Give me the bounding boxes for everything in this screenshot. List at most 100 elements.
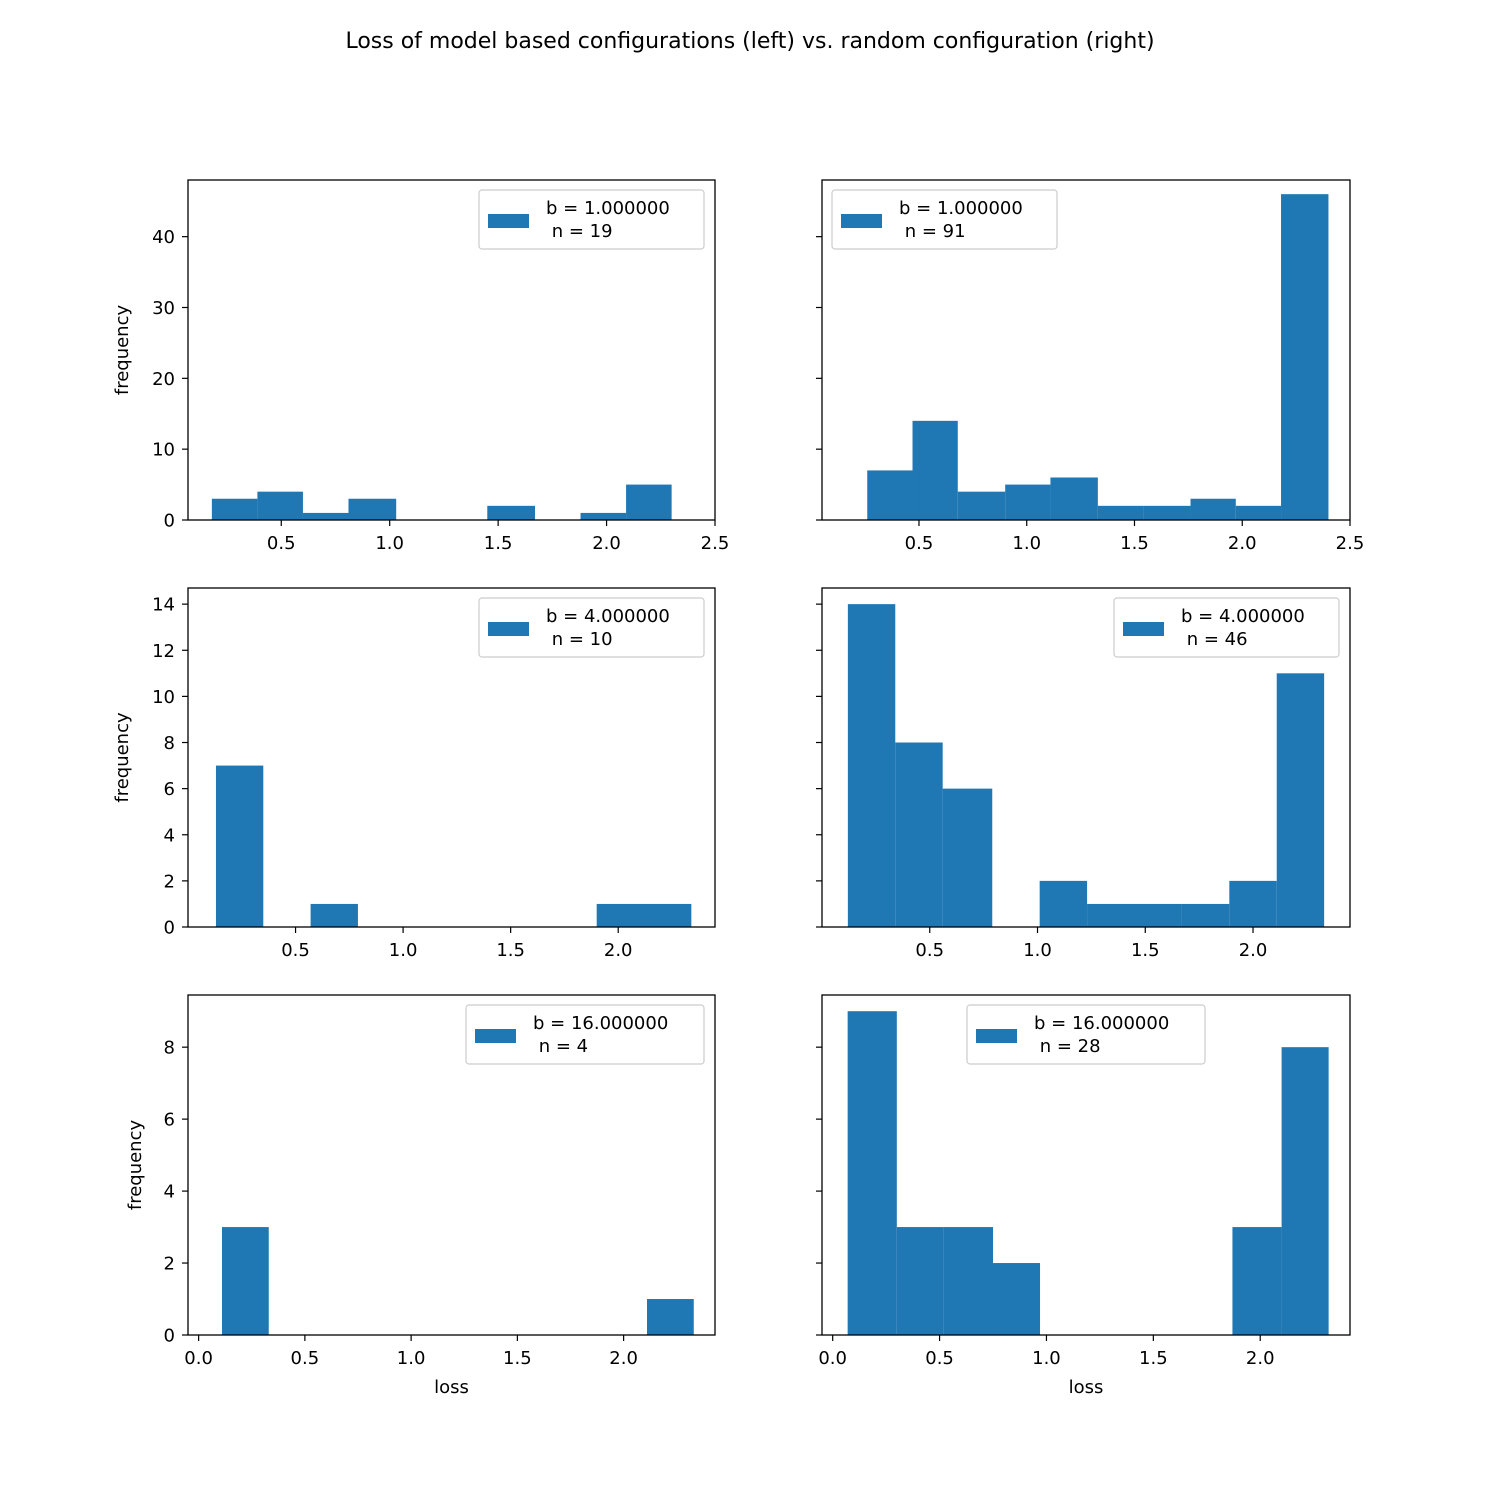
x-tick-label: 0.5	[905, 533, 934, 554]
x-tick-label: 1.5	[496, 940, 525, 961]
x-tick-label: 2.5	[1336, 533, 1365, 554]
y-tick-label: 0	[164, 511, 175, 532]
histogram-bar	[1134, 903, 1182, 927]
legend-label-line1: b = 1.000000	[546, 198, 670, 219]
legend-label-line2: n = 19	[546, 221, 613, 242]
histogram-bar	[1281, 194, 1329, 520]
legend: b = 16.000000 n = 28	[966, 1004, 1206, 1065]
subplot-top-left: 0.5 1.0 1.5 2.0 2.5 0 10 20 30 40 frequency b = 1.0…	[112, 179, 730, 554]
figure-title: Loss of model based configurations (left…	[345, 29, 1154, 54]
y-axis-label: frequency	[112, 305, 133, 396]
histogram-bar	[1087, 903, 1135, 927]
y-tick-label: 2	[164, 1254, 175, 1275]
x-tick-label: 0.5	[291, 1348, 320, 1369]
x-tick-label: 2.0	[592, 533, 621, 554]
axes-frame	[187, 994, 716, 1336]
histogram-bar	[847, 604, 896, 927]
x-tick-label: 2.5	[701, 533, 730, 554]
histogram-bar	[310, 903, 358, 927]
x-tick-label: 2.0	[1228, 533, 1257, 554]
y-tick-label: 0	[164, 918, 175, 939]
legend-label: b = 1.000000 n = 91	[899, 198, 1023, 242]
y-axis-label: frequency	[112, 712, 133, 803]
legend: b = 1.000000 n = 19	[478, 189, 705, 250]
histogram-bar	[644, 903, 692, 927]
histogram-bar	[596, 903, 645, 927]
legend-label-line2: n = 28	[1034, 1036, 1101, 1057]
subplot-middle-right: 0.5 1.0 1.5 2.0 b = 4.000000 n = 46	[816, 587, 1351, 961]
histogram-bar	[1190, 498, 1236, 520]
axes-frame	[187, 587, 716, 928]
legend-box	[966, 1004, 1206, 1065]
legend: b = 16.000000 n = 4	[465, 1004, 705, 1065]
y-tick-label: 4	[164, 1182, 175, 1203]
histogram-bar	[348, 498, 397, 520]
histogram-bar	[257, 491, 303, 520]
legend-label: b = 1.000000 n = 19	[546, 198, 670, 242]
y-tick-label: 8	[164, 733, 175, 754]
legend-label-line2: n = 91	[899, 221, 966, 242]
legend-label-line1: b = 4.000000	[546, 606, 670, 627]
x-tick-label: 1.0	[1012, 533, 1041, 554]
x-tick-label: 0.5	[925, 1348, 954, 1369]
legend-swatch	[488, 214, 529, 228]
histogram-bar	[895, 742, 943, 927]
legend: b = 4.000000 n = 46	[1113, 597, 1340, 658]
histogram-bar	[1181, 903, 1230, 927]
axes-frame	[187, 179, 716, 521]
legend-label: b = 16.000000 n = 28	[1034, 1013, 1169, 1057]
subplot-top-right: 0.5 1.0 1.5 2.0 2.5 b = 1.000000 n = 91	[816, 179, 1365, 554]
x-tick-label: 2.0	[604, 940, 633, 961]
legend-swatch	[475, 1029, 516, 1043]
histogram-bar	[1039, 880, 1088, 927]
legend-label-line2: n = 4	[533, 1036, 588, 1057]
legend-label: b = 4.000000 n = 46	[1181, 606, 1305, 650]
histogram-bar	[211, 498, 258, 520]
legend-swatch	[976, 1029, 1017, 1043]
y-tick-label: 10	[152, 440, 175, 461]
legend-label-line1: b = 1.000000	[899, 198, 1023, 219]
histogram-bar	[1232, 1227, 1282, 1335]
y-tick-label: 4	[164, 825, 175, 846]
histogram-bar	[1276, 673, 1325, 927]
legend-label-line1: b = 4.000000	[1181, 606, 1305, 627]
x-tick-label: 0.5	[915, 940, 944, 961]
subplot-bottom-right: 0.0 0.5 1.0 1.5 2.0 loss b = 16.000000 n = 28	[816, 994, 1351, 1398]
x-tick-label: 2.0	[1239, 940, 1268, 961]
histogram-bar	[302, 512, 349, 520]
subplot-middle-left: 0.5 1.0 1.5 2.0 0 2 4 6 8 10 12 14 frequency b = 4.00…	[112, 587, 716, 961]
histogram-bar	[1005, 484, 1051, 520]
y-axis-label: frequency	[125, 1120, 146, 1211]
histogram-bar	[222, 1227, 269, 1335]
y-tick-label: 10	[152, 687, 175, 708]
legend: b = 4.000000 n = 10	[478, 597, 705, 658]
x-axis-label: loss	[1069, 1377, 1104, 1398]
y-tick-label: 14	[152, 595, 175, 616]
histogram-bar	[1235, 505, 1282, 520]
histogram-bar	[957, 491, 1006, 520]
y-tick-label: 20	[152, 369, 175, 390]
legend-swatch	[488, 622, 529, 636]
x-tick-label: 1.5	[1131, 940, 1160, 961]
x-axis-label: loss	[434, 1377, 469, 1398]
x-tick-label: 1.5	[484, 533, 513, 554]
legend-box	[465, 1004, 705, 1065]
histogram-bar	[487, 505, 535, 520]
y-tick-label: 0	[164, 1326, 175, 1347]
x-tick-label: 1.0	[397, 1348, 426, 1369]
x-tick-label: 1.0	[1032, 1348, 1061, 1369]
histogram-bar	[647, 1299, 694, 1335]
legend-box	[1113, 597, 1340, 658]
histogram-bar	[215, 765, 264, 927]
y-tick-label: 6	[164, 1110, 175, 1131]
x-tick-label: 1.0	[389, 940, 418, 961]
subplot-bottom-left: 0.0 0.5 1.0 1.5 2.0 0 2 4 6 8 frequency loss b = 16.…	[125, 994, 716, 1398]
x-tick-label: 0.5	[267, 533, 296, 554]
x-tick-label: 1.5	[1120, 533, 1149, 554]
histogram-bar	[912, 420, 958, 520]
legend-box	[478, 189, 705, 250]
histogram-bar	[1229, 880, 1277, 927]
y-tick-label: 8	[164, 1038, 175, 1059]
legend-box	[478, 597, 705, 658]
